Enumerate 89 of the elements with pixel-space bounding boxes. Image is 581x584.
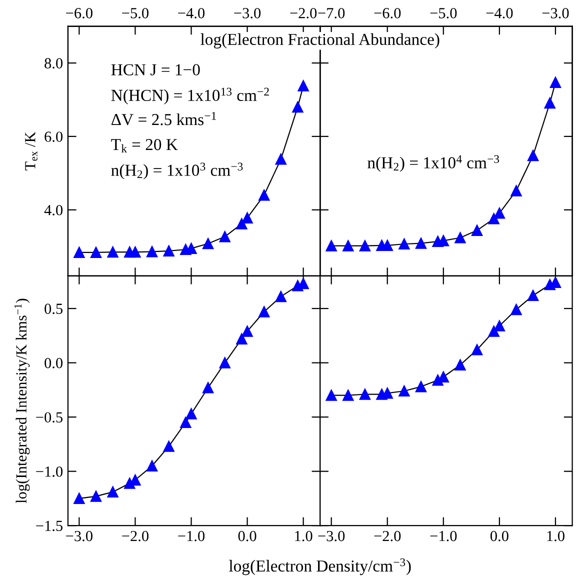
- annotation: N(HCN) = 1x10$^{13}$ cm$^{−2}$: [111, 88, 269, 104]
- point: [146, 246, 158, 258]
- point: [236, 333, 248, 344]
- point: [471, 224, 483, 236]
- x-tick-label: −1.0: [178, 530, 205, 542]
- point: [528, 150, 539, 162]
- point: [275, 154, 286, 165]
- point: [342, 390, 354, 401]
- x-tick-label: −3.0: [66, 530, 92, 542]
- point: [326, 240, 337, 252]
- x-tick-label: 1.0: [547, 530, 564, 542]
- x-tick-label: 0.0: [238, 530, 256, 542]
- point: [90, 246, 102, 258]
- point: [544, 97, 556, 109]
- point: [74, 492, 85, 504]
- point: [74, 246, 85, 258]
- point: [219, 231, 230, 242]
- point: [163, 245, 174, 257]
- point: [550, 76, 562, 88]
- annotation: HCN J = 1−0: [111, 64, 200, 76]
- x2-axis-title: log(Electron Fractional Abundance): [200, 33, 440, 48]
- x2-tick-label: −6.0: [66, 8, 92, 18]
- point: [454, 359, 466, 371]
- annotation: ΔV = 2.5 kms$^{−1}$: [111, 112, 216, 126]
- point: [326, 390, 337, 401]
- y-tick-label: 4.0: [44, 204, 63, 216]
- annotation: n(H$_{2}$) = 1x10$^{4}$ cm$^{−3}$: [368, 155, 500, 172]
- x-tick-label: 1.0: [295, 530, 312, 542]
- annotation: n(H$_{2}$) = 1x10$^{3}$ cm$^{−3}$: [111, 162, 243, 180]
- point: [107, 486, 118, 498]
- point: [258, 306, 270, 318]
- x-tick-label: 0.0: [490, 530, 508, 542]
- x2-tick-label: −7.0: [318, 8, 345, 18]
- y-tick-label: 0.5: [44, 304, 63, 314]
- x2-tick-label: −4.0: [486, 8, 513, 18]
- point: [186, 408, 197, 420]
- y-axis-title: T$_{ex}$ /K: [25, 132, 38, 170]
- point: [130, 246, 141, 258]
- point: [494, 320, 505, 332]
- y-tick-label: 0.0: [44, 358, 63, 368]
- point: [258, 190, 270, 201]
- point: [180, 416, 192, 428]
- point: [163, 440, 174, 452]
- point: [359, 240, 371, 252]
- x-tick-label: −1.0: [430, 530, 457, 542]
- x2-tick-label: −5.0: [122, 8, 148, 18]
- y-tick-label: −1.5: [36, 520, 63, 532]
- point: [236, 218, 248, 230]
- point: [298, 80, 309, 92]
- y-tick-label: −1.0: [36, 466, 63, 477]
- point: [292, 101, 304, 113]
- point: [219, 357, 230, 368]
- point: [488, 213, 500, 224]
- point: [242, 212, 253, 224]
- x2-tick-label: −6.0: [374, 8, 401, 18]
- point: [146, 460, 158, 472]
- y-tick-label: 6.0: [44, 132, 63, 142]
- point: [454, 232, 466, 244]
- point: [398, 238, 410, 250]
- point: [488, 326, 500, 337]
- x2-tick-label: −4.0: [178, 8, 205, 18]
- point: [415, 238, 427, 249]
- point: [510, 185, 522, 196]
- x-axis-title: log(Electron Density/cm$^{−3}$): [229, 558, 411, 576]
- point: [202, 382, 214, 394]
- point: [342, 240, 354, 252]
- point: [471, 344, 483, 356]
- point: [510, 304, 522, 316]
- point: [359, 388, 371, 400]
- point: [528, 290, 539, 302]
- annotation: T$_{k}$ = 20 K: [111, 138, 178, 152]
- x2-tick-label: −3.0: [234, 8, 261, 18]
- y-axis-title: log(Integrated Intensity/K kms$^{−1}$): [14, 298, 30, 504]
- y-tick-label: 8.0: [44, 58, 63, 69]
- point: [242, 326, 253, 337]
- point: [90, 490, 102, 502]
- x2-tick-label: −5.0: [430, 8, 457, 18]
- x2-tick-label: −2.0: [290, 8, 317, 18]
- x-tick-label: −2.0: [374, 530, 401, 542]
- x2-tick-label: −3.0: [542, 8, 569, 18]
- y-tick-label: −0.5: [36, 412, 63, 423]
- point: [202, 238, 214, 250]
- point: [494, 208, 505, 219]
- point: [398, 385, 410, 397]
- point: [415, 381, 427, 392]
- point: [107, 246, 118, 258]
- point: [275, 291, 286, 302]
- x-tick-label: −2.0: [122, 530, 148, 542]
- x-tick-label: −3.0: [318, 530, 345, 542]
